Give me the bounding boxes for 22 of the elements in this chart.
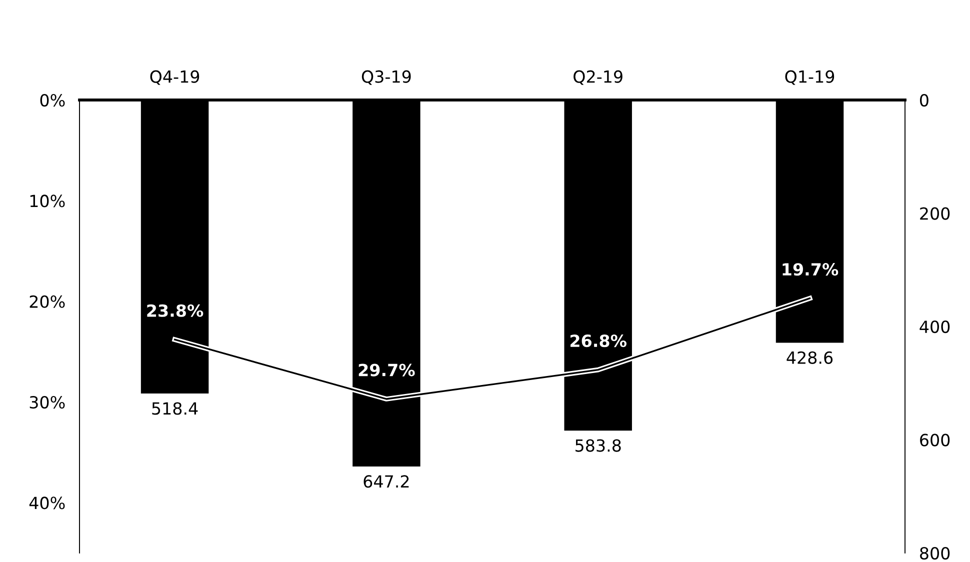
y-tick-label: 0%: [40, 94, 65, 107]
y2-tick-label: 600: [920, 434, 950, 446]
y2-tick-label: 0: [920, 94, 928, 107]
data-label: 518.4: [152, 402, 198, 415]
y-tick-label: 40%: [29, 496, 65, 510]
y2-tick-label: 400: [920, 320, 950, 334]
y-tick-label: 30%: [30, 396, 65, 409]
data-label: 19.7%: [782, 263, 838, 276]
data-label: 26.8%: [570, 334, 626, 348]
data-label: 23.8%: [147, 304, 204, 317]
y2-tick-label: 800: [920, 546, 950, 560]
y-tick-label: 20%: [30, 295, 65, 308]
x-tick-label: Q4-19: [150, 70, 200, 85]
x-tick-label: Q2-19: [574, 70, 622, 85]
data-label: 428.6: [786, 351, 833, 364]
data-label: 29.7%: [358, 364, 415, 376]
data-label: 647.2: [364, 475, 409, 488]
x-tick-label: Q3-19: [362, 70, 411, 85]
y2-tick-label: 200: [920, 207, 950, 220]
y-tick-label: 10%: [30, 194, 65, 208]
x-tick-label: Q1-19: [785, 70, 834, 85]
data-label: 583.8: [576, 439, 621, 452]
